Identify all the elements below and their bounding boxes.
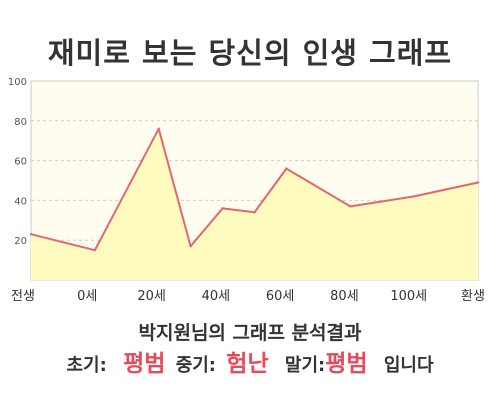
late-label: 말기: xyxy=(284,355,326,376)
mid-value: 험난 xyxy=(226,351,269,377)
data-point xyxy=(93,248,97,252)
area-fill xyxy=(31,128,478,280)
x-tick-label: 전생 xyxy=(11,289,35,304)
x-tick-label: 80세 xyxy=(330,289,359,304)
x-tick-label: 40세 xyxy=(202,289,231,304)
ending-text: 입니다 xyxy=(383,355,434,376)
data-point xyxy=(221,207,224,210)
early-label: 초기: xyxy=(66,355,107,376)
summary-title: 박지원님의 그래프 분석결과 xyxy=(138,322,362,344)
y-tick-label: 20 xyxy=(14,236,27,247)
y-tick-label: 60 xyxy=(14,157,27,168)
y-tick-label: 80 xyxy=(14,117,27,128)
life-graph-chart: 20 40 60 80 100 전생 0세 20세 40세 60세 80세 100세 환생 xyxy=(8,77,485,304)
data-point xyxy=(412,195,416,198)
summary-line: 초기: 평범 중기: 험난 말기:평범 입니다 xyxy=(0,344,500,378)
data-points xyxy=(29,127,480,252)
x-tick-label: 100세 xyxy=(390,289,427,304)
data-point xyxy=(157,127,160,130)
data-point xyxy=(285,167,288,170)
data-point xyxy=(349,205,352,208)
y-axis-ticks: 20 40 60 80 100 xyxy=(8,77,27,247)
chart-title: 재미로 보는 당신의 인생 그래프 xyxy=(47,36,453,70)
data-point xyxy=(253,211,256,214)
late-value: 평범 xyxy=(325,351,368,377)
x-axis-ticks: 전생 0세 20세 40세 60세 80세 100세 환생 xyxy=(11,289,485,304)
x-tick-label: 60세 xyxy=(266,289,295,304)
series-line xyxy=(30,127,479,252)
mid-label: 중기: xyxy=(175,355,217,376)
y-tick-label: 40 xyxy=(14,196,27,207)
early-value: 평범 xyxy=(123,351,166,377)
x-tick-label: 0세 xyxy=(77,289,97,304)
data-point xyxy=(476,181,480,184)
x-tick-label: 환생 xyxy=(461,289,485,304)
data-point xyxy=(189,244,192,248)
data-point xyxy=(29,233,33,236)
y-tick-label: 100 xyxy=(8,77,27,88)
x-tick-label: 20세 xyxy=(137,289,166,304)
